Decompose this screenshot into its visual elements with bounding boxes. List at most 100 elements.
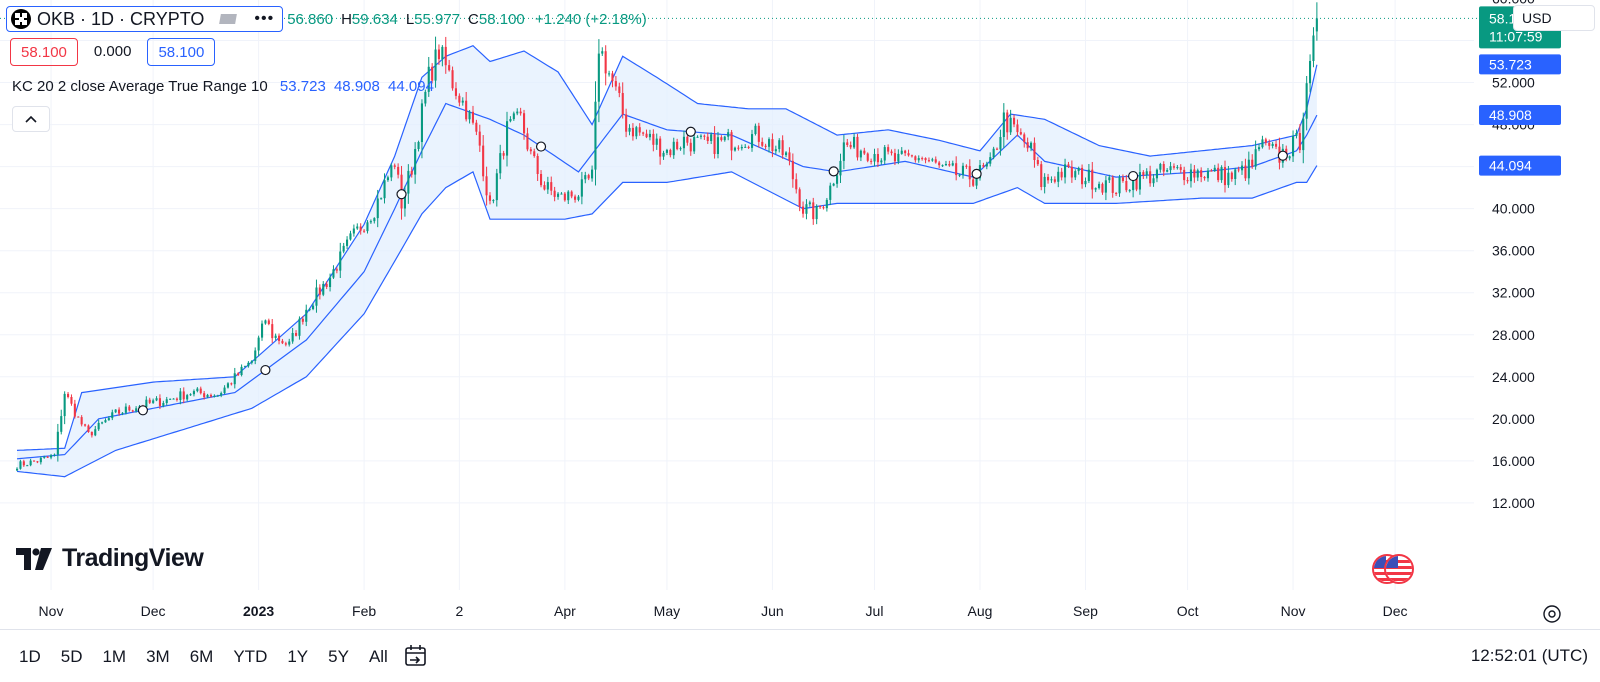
candle-body [1261,139,1264,148]
candle-body [570,191,573,197]
buy-price-button[interactable]: 58.100 [147,38,216,66]
candle-body [676,141,679,150]
close-value: 58.100 [478,10,525,28]
candle-body [1019,132,1022,135]
candle-body [512,113,515,120]
candle-body [70,397,73,404]
currency-select[interactable]: USD [1513,5,1595,31]
candle-body [819,206,822,208]
candle-body [1166,170,1169,172]
candle-body [540,174,543,186]
candle-body [893,153,896,162]
candle-body [158,398,161,406]
tradingview-logo[interactable]: TradingView [16,544,204,573]
range-button-1m[interactable]: 1M [102,647,127,666]
candle-body [788,152,791,161]
price-tick-label: 60.000 [1492,0,1535,7]
candle-body [444,46,447,66]
candle-body [458,95,461,103]
candle-body [29,460,32,466]
candle-body [774,149,777,152]
candle-body [938,162,941,166]
candle-body [682,136,685,149]
candle-body [648,133,651,138]
candle-body [1152,178,1155,184]
candle-body [461,100,464,103]
candle-body [1227,172,1230,186]
range-button-5y[interactable]: 5Y [328,647,349,666]
candle-body [499,153,502,174]
chevron-up-icon [25,115,37,123]
candle-body [1013,117,1016,125]
time-axis-label: Sep [1073,603,1098,619]
candle-body [635,127,638,137]
candle-body [1064,164,1067,178]
candle-body [1176,167,1179,169]
candle-body [274,335,277,338]
candle-body [179,391,182,400]
candle-body [298,318,301,336]
candle-body [213,395,216,397]
candle-body [1268,142,1271,146]
candle-body [131,410,134,412]
keltner-lower-line [16,165,1318,478]
candle-body [761,141,764,146]
candle-body [448,65,451,71]
candle-body [485,176,488,196]
range-button-6m[interactable]: 6M [189,647,214,666]
symbol-search-button[interactable]: OKB · 1D · CRYPTO ••• [6,6,284,32]
candle-body [53,454,56,456]
candle-body [550,182,553,191]
candle-body [608,73,611,75]
candle-body [295,333,298,336]
candle-body [46,456,49,458]
more-icon[interactable]: ••• [254,10,275,27]
candle-body [876,154,879,163]
utc-clock[interactable]: 12:52:01 (UTC) [1470,646,1588,665]
candle-body [1084,181,1087,185]
range-button-1d[interactable]: 1D [19,647,41,666]
candle-body [982,165,985,167]
candle-body [1009,117,1012,133]
us-flag-icon[interactable] [1384,554,1414,584]
candle-body [795,179,798,190]
candle-body [380,198,383,200]
collapse-legend-button[interactable] [12,106,50,132]
candle-body [386,177,389,181]
candle-body [148,399,151,403]
candle-body [223,387,226,394]
candle-body [642,132,645,134]
candle-body [798,189,801,207]
candle-body [203,393,206,398]
trade-prices: 58.100 0.000 58.100 [10,38,216,66]
candle-body [1244,165,1247,179]
range-button-ytd[interactable]: YTD [233,647,268,666]
candle-body [376,198,379,219]
calendar-goto-icon[interactable] [402,642,430,670]
candle-body [737,147,740,149]
candle-body [233,373,236,385]
range-button-1y[interactable]: 1Y [287,647,309,666]
flag-icon[interactable] [219,14,238,24]
range-button-3m[interactable]: 3M [146,647,170,666]
candle-body [124,406,127,413]
indicator-legend[interactable]: KC 20 2 close Average True Range 10 53.7… [12,78,438,95]
candle-body [720,137,723,141]
candle-body [924,158,927,161]
candle-body [1142,172,1145,176]
candle-body [50,455,53,458]
candle-body [1132,178,1135,191]
candle-body [1118,177,1121,194]
candle-body [665,149,668,153]
range-button-all[interactable]: All [368,647,388,666]
sell-price-button[interactable]: 58.100 [10,38,78,66]
candle-body [866,153,869,161]
event-marker [396,189,407,200]
price-tick-label: 40.000 [1492,201,1535,217]
candle-body [165,399,168,403]
candle-body [451,70,454,89]
range-button-5d[interactable]: 5D [60,647,83,666]
candle-body [1213,167,1216,171]
candle-body [346,239,349,246]
